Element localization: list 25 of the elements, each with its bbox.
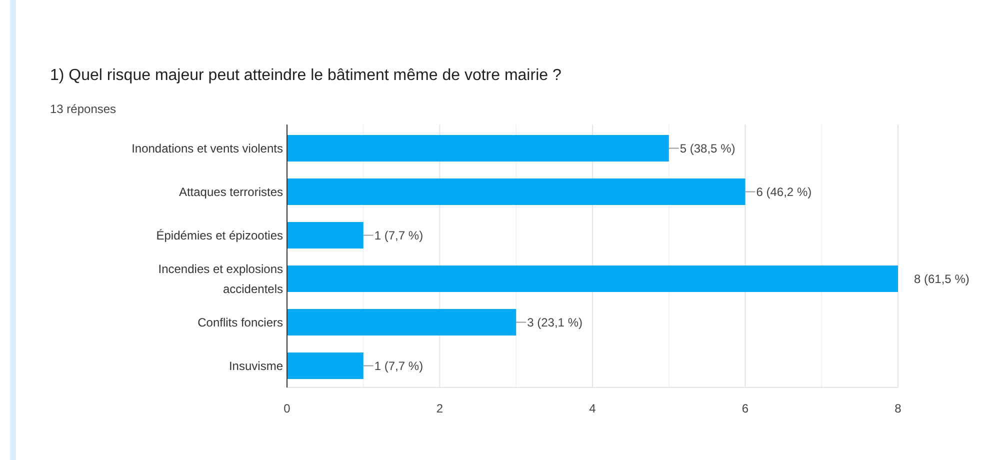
data-label: 6 (46,2 %): [756, 184, 812, 199]
y-tick-label: Incendies et explosions accidentels: [158, 262, 283, 296]
bar: [287, 352, 364, 380]
chart-title: 1) Quel risque majeur peut atteindre le bâtiment même de votre mairie ?: [50, 67, 562, 84]
x-tick-label: 6: [742, 402, 749, 416]
x-tick-label: 2: [436, 402, 444, 416]
data-label: 5 (38,5 %): [680, 141, 736, 156]
x-tick-label: 8: [894, 402, 902, 416]
bar: [287, 134, 669, 162]
y-tick-label: Insuvisme: [228, 358, 284, 373]
y-tick-label: Conflits fonciers: [198, 315, 283, 330]
data-label: 3 (23,1 %): [527, 315, 582, 330]
data-label: 1 (7,7 %): [374, 228, 424, 242]
y-tick-label: Épidémies et épizooties: [156, 228, 283, 242]
x-tick-label: 0: [284, 402, 291, 416]
data-label: 8 (61,5 %): [914, 272, 970, 286]
data-label: 1 (7,7 %): [374, 358, 424, 373]
bar: [287, 222, 364, 249]
bar: [287, 308, 516, 336]
text: 13 réponses: [50, 102, 116, 116]
bar: [287, 265, 898, 292]
y-tick-label: Attaques terroristes: [178, 184, 283, 199]
y-tick-label: Inondations et vents violents: [132, 141, 283, 156]
x-tick-label: 4: [589, 402, 596, 416]
bar: [287, 178, 746, 206]
